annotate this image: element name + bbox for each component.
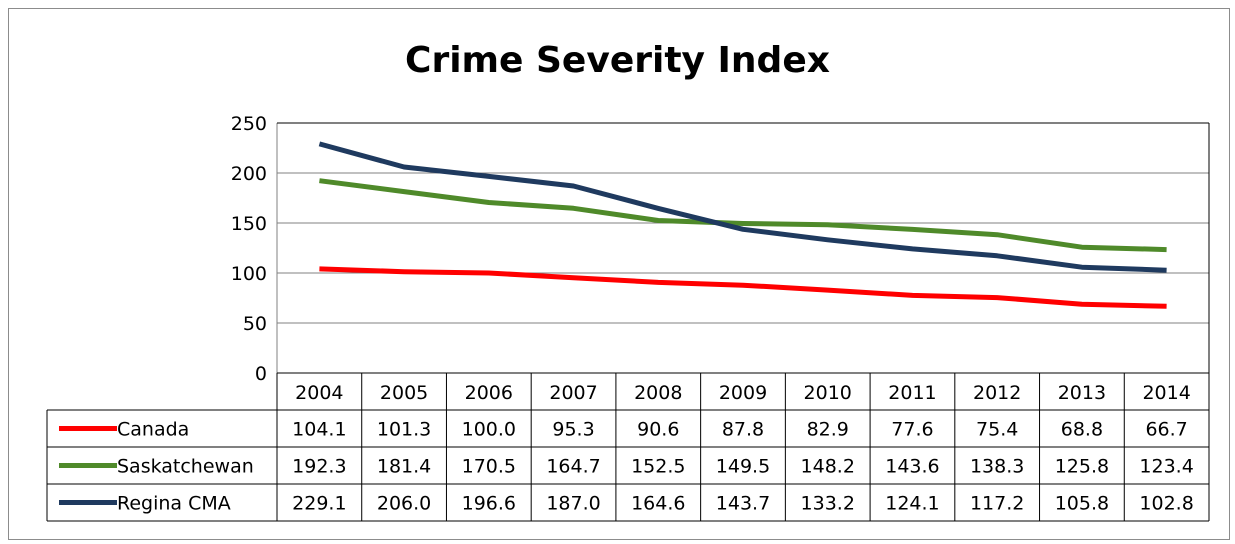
chart-title: Crime Severity Index (405, 40, 830, 81)
y-tick-label: 50 (243, 313, 267, 335)
legend-label: Canada (117, 419, 189, 441)
y-tick-label: 200 (231, 163, 267, 185)
data-cell: 101.3 (377, 419, 431, 441)
x-category-label: 2010 (804, 382, 852, 404)
data-cell: 82.9 (807, 419, 849, 441)
data-cell: 164.6 (631, 493, 685, 515)
x-category-label: 2013 (1058, 382, 1106, 404)
legend-label: Regina CMA (117, 493, 231, 515)
data-cell: 133.2 (801, 493, 855, 515)
data-cell: 138.3 (970, 456, 1024, 478)
data-cell: 148.2 (801, 456, 855, 478)
chart-frame (8, 8, 1230, 540)
x-category-label: 2009 (719, 382, 767, 404)
data-cell: 152.5 (631, 456, 685, 478)
data-cell: 100.0 (462, 419, 516, 441)
y-axis-ticks: 0 50 100 150 200 250 (231, 113, 267, 385)
data-cell: 124.1 (885, 493, 939, 515)
x-category-label: 2004 (295, 382, 343, 404)
data-cell: 87.8 (722, 419, 764, 441)
data-cell: 105.8 (1055, 493, 1109, 515)
data-cell: 149.5 (716, 456, 770, 478)
data-table: 2004 2005 2006 2007 2008 2009 2010 2011 2012 2013… (46, 372, 1210, 522)
data-cell: 66.7 (1145, 419, 1187, 441)
x-category-label: 2008 (634, 382, 682, 404)
data-cell: 104.1 (292, 419, 346, 441)
series-line (319, 178, 1167, 253)
data-cell: 68.8 (1061, 419, 1103, 441)
x-category-label: 2014 (1142, 382, 1190, 404)
series-line (318, 141, 1167, 273)
y-tick-label: 250 (231, 113, 267, 135)
x-category-label: 2006 (465, 382, 513, 404)
data-cell: 181.4 (377, 456, 431, 478)
legend-label: Saskatchewan (117, 456, 254, 478)
x-category-label: 2007 (549, 382, 597, 404)
data-cell: 90.6 (637, 419, 679, 441)
data-cell: 117.2 (970, 493, 1024, 515)
data-cell: 192.3 (292, 456, 346, 478)
data-cell: 123.4 (1139, 456, 1193, 478)
data-cell: 187.0 (546, 493, 600, 515)
data-cell: 77.6 (891, 419, 933, 441)
data-cell: 196.6 (462, 493, 516, 515)
series-lines (318, 141, 1167, 309)
data-cell: 95.3 (552, 419, 594, 441)
data-cell: 125.8 (1055, 456, 1109, 478)
series-line (319, 266, 1167, 309)
y-tick-label: 100 (231, 263, 267, 285)
gridlines (276, 122, 1210, 374)
x-category-label: 2012 (973, 382, 1021, 404)
data-cell: 143.6 (885, 456, 939, 478)
data-cell: 143.7 (716, 493, 770, 515)
data-cell: 229.1 (292, 493, 346, 515)
x-category-label: 2005 (380, 382, 428, 404)
data-cell: 170.5 (462, 456, 516, 478)
y-tick-label: 0 (255, 363, 267, 385)
data-cell: 206.0 (377, 493, 431, 515)
data-cell: 75.4 (976, 419, 1018, 441)
x-category-label: 2011 (888, 382, 936, 404)
y-tick-label: 150 (231, 213, 267, 235)
data-cell: 102.8 (1139, 493, 1193, 515)
data-cell: 164.7 (546, 456, 600, 478)
